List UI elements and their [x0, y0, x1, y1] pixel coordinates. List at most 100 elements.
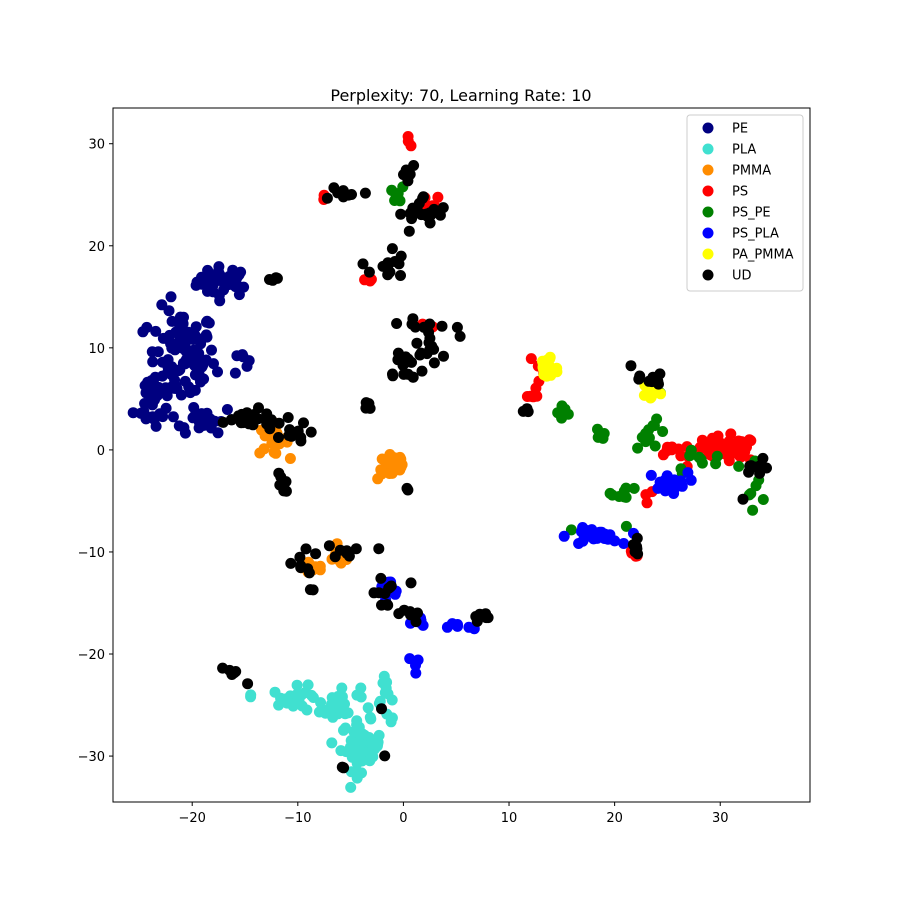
data-point [421, 210, 433, 222]
data-point [723, 436, 735, 447]
data-point [558, 530, 570, 542]
data-point [376, 703, 387, 715]
data-point [403, 225, 415, 237]
data-point [628, 482, 640, 494]
x-tick-label: 0 [399, 811, 407, 826]
data-point [292, 425, 304, 437]
y-tick-label: 10 [88, 342, 105, 357]
data-point [208, 358, 219, 370]
data-point [254, 447, 266, 459]
data-point [147, 395, 159, 407]
data-point [183, 356, 195, 368]
data-point [284, 453, 296, 464]
data-point [277, 479, 289, 491]
data-point [345, 781, 357, 793]
data-point [398, 368, 410, 380]
data-point [618, 485, 630, 497]
data-point [737, 493, 749, 505]
data-point [188, 402, 200, 413]
data-point [204, 282, 216, 293]
data-point [375, 572, 387, 584]
x-tick-label: 20 [606, 811, 623, 826]
data-point [436, 320, 448, 332]
data-point [733, 460, 745, 472]
data-point [270, 272, 282, 284]
data-point [253, 402, 264, 414]
data-point [747, 504, 759, 516]
data-point [389, 195, 401, 206]
data-point [359, 187, 371, 199]
data-point [302, 679, 314, 691]
data-point [356, 755, 368, 767]
data-point [180, 343, 192, 355]
data-point [323, 540, 335, 552]
data-point [416, 365, 428, 377]
legend-marker [702, 227, 714, 239]
data-point [417, 191, 429, 203]
series-pla [245, 670, 398, 793]
data-point [227, 264, 239, 276]
legend-marker [702, 164, 714, 176]
legend-marker [702, 122, 714, 134]
series-ud [217, 160, 772, 774]
data-point [745, 435, 757, 447]
data-point [441, 621, 453, 633]
data-point [404, 653, 416, 665]
y-tick-label: −20 [78, 648, 105, 663]
data-point [320, 707, 331, 719]
data-point [379, 687, 391, 699]
data-point [400, 356, 412, 368]
data-point [343, 189, 354, 201]
data-point [761, 462, 772, 474]
data-point [649, 440, 661, 452]
data-point [597, 432, 609, 444]
data-point [201, 407, 213, 419]
data-point [666, 441, 678, 453]
data-point [632, 442, 644, 454]
data-point [627, 539, 639, 551]
data-point [332, 691, 344, 702]
legend-marker [702, 185, 714, 197]
data-point [335, 745, 347, 757]
data-point [300, 543, 312, 555]
data-point [373, 729, 385, 741]
data-point [329, 551, 341, 563]
data-point [345, 735, 357, 746]
data-point [360, 402, 372, 414]
data-point [592, 423, 603, 435]
legend-marker [702, 248, 714, 260]
data-point [657, 449, 669, 461]
data-point [341, 547, 353, 559]
data-point [676, 480, 688, 492]
data-point [376, 599, 387, 611]
legend-label: PA_PMMA [732, 248, 794, 263]
data-point [378, 670, 390, 682]
data-point [434, 209, 446, 221]
data-point [474, 608, 486, 620]
series-ps [318, 131, 757, 562]
data-point [667, 482, 679, 494]
data-point [525, 353, 537, 365]
data-point [373, 543, 385, 555]
data-point [273, 432, 284, 443]
legend-label: UD [732, 269, 752, 284]
data-point [452, 620, 463, 632]
data-point [241, 360, 253, 372]
data-point [653, 378, 664, 390]
y-tick-label: −10 [78, 546, 105, 561]
data-point [326, 737, 338, 749]
data-point [148, 413, 160, 425]
y-tick-label: −30 [78, 750, 105, 765]
data-point [273, 417, 285, 429]
data-point [407, 371, 419, 383]
data-point [305, 426, 317, 438]
data-point [641, 497, 653, 509]
data-point [451, 321, 463, 333]
data-point [696, 457, 708, 469]
data-point [212, 366, 223, 378]
legend-label: PS [732, 185, 748, 200]
data-point [620, 520, 632, 532]
x-axis: −20 −10 0 10 20 30 [178, 802, 729, 826]
data-point [348, 726, 360, 738]
data-point [710, 458, 722, 470]
